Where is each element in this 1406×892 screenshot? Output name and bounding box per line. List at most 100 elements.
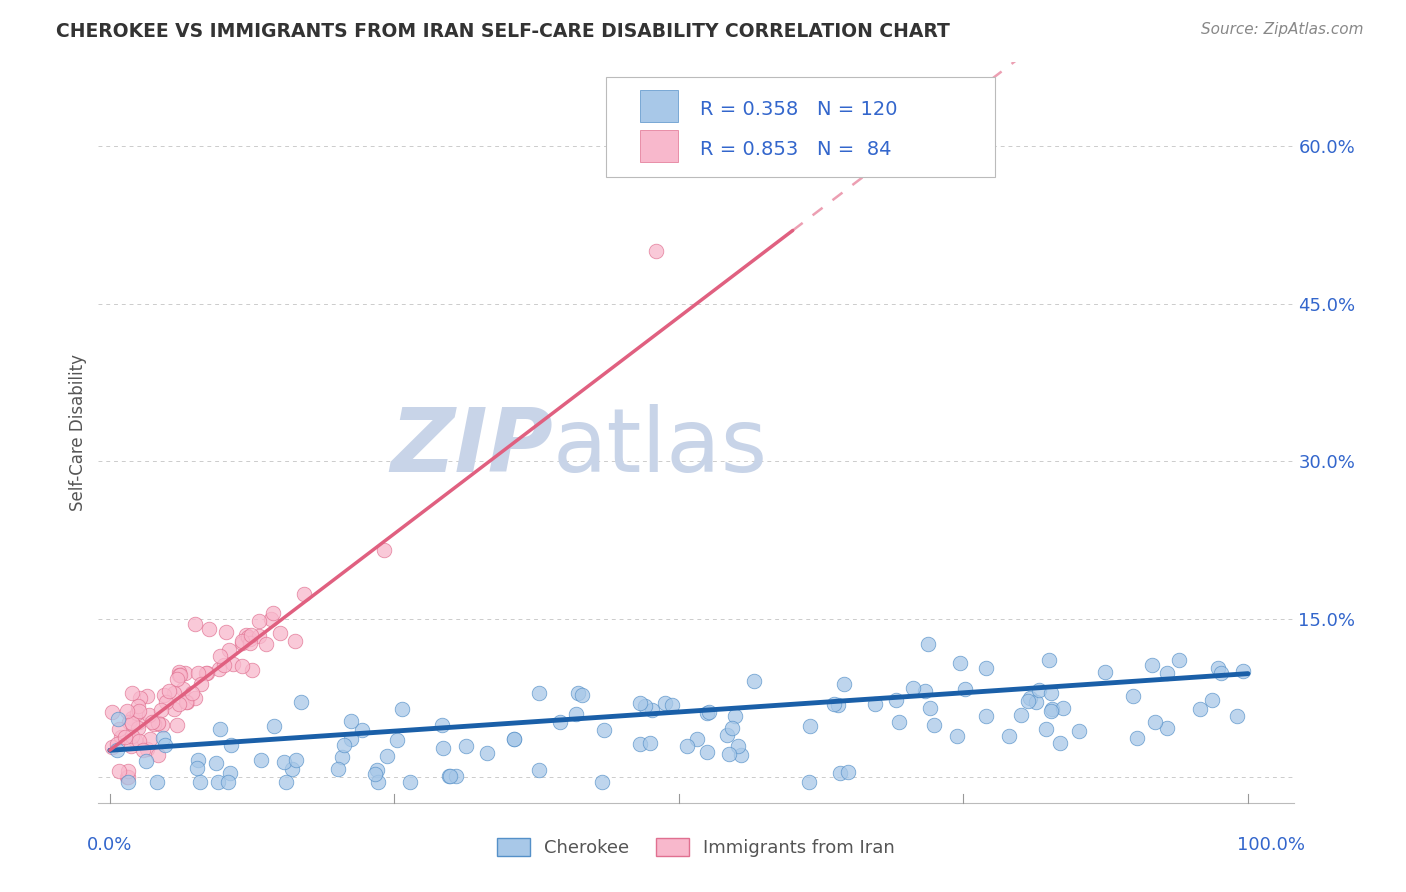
Point — [124, 733, 146, 747]
Point — [155, 695, 177, 709]
Point — [1144, 715, 1167, 730]
Point — [166, 718, 188, 732]
Point — [117, 764, 139, 778]
Text: ZIP: ZIP — [389, 404, 553, 491]
Text: 100.0%: 100.0% — [1237, 836, 1306, 855]
Point — [350, 723, 373, 738]
Point — [1167, 653, 1189, 667]
Point — [176, 695, 198, 709]
Point — [328, 762, 350, 776]
Point — [565, 707, 588, 722]
Point — [797, 774, 820, 789]
FancyBboxPatch shape — [606, 78, 995, 178]
Point — [263, 719, 285, 733]
Point — [155, 739, 177, 753]
Point — [131, 743, 153, 757]
Point — [454, 739, 477, 753]
Point — [167, 698, 190, 712]
Point — [366, 764, 388, 778]
Point — [502, 731, 524, 746]
Point — [190, 676, 212, 690]
Point — [188, 774, 211, 789]
Point — [128, 734, 150, 748]
Point — [676, 739, 699, 753]
Point — [1189, 702, 1212, 716]
FancyBboxPatch shape — [640, 90, 678, 121]
Point — [1040, 686, 1063, 700]
Point — [127, 699, 149, 714]
Point — [974, 661, 997, 675]
Point — [724, 708, 747, 723]
Legend: Cherokee, Immigrants from Iran: Cherokee, Immigrants from Iran — [489, 830, 903, 864]
Point — [548, 715, 571, 730]
Point — [1040, 702, 1063, 716]
Point — [146, 716, 169, 731]
Point — [118, 714, 141, 729]
Point — [399, 774, 422, 789]
Point — [628, 696, 651, 710]
Point — [645, 244, 668, 259]
Point — [207, 774, 229, 789]
Point — [260, 612, 283, 626]
Point — [169, 668, 191, 682]
Point — [100, 739, 122, 754]
Point — [195, 665, 218, 680]
Point — [1140, 657, 1163, 672]
Point — [1211, 666, 1233, 681]
Point — [105, 743, 128, 757]
Point — [114, 730, 136, 744]
Point — [1018, 690, 1040, 705]
Point — [1125, 731, 1147, 746]
Point — [174, 666, 197, 681]
Point — [1156, 721, 1178, 735]
Point — [180, 686, 202, 700]
Point — [1010, 707, 1032, 722]
Point — [529, 686, 551, 700]
Text: R = 0.358   N = 120: R = 0.358 N = 120 — [700, 100, 897, 119]
Point — [148, 715, 170, 730]
Point — [117, 704, 139, 718]
Point — [917, 637, 939, 651]
Point — [269, 625, 291, 640]
Point — [218, 643, 240, 657]
Point — [886, 692, 908, 706]
Point — [661, 698, 683, 712]
Point — [634, 699, 657, 714]
Point — [117, 770, 139, 784]
Point — [284, 634, 307, 648]
Point — [641, 703, 664, 717]
Point — [209, 722, 232, 736]
Point — [686, 731, 709, 746]
Point — [135, 754, 157, 768]
Point — [437, 769, 460, 783]
Point — [889, 714, 911, 729]
Point — [1049, 736, 1071, 750]
Point — [1232, 664, 1254, 678]
Point — [1122, 689, 1144, 703]
Point — [837, 764, 859, 779]
Point — [117, 774, 139, 789]
Point — [274, 774, 297, 789]
Point — [222, 657, 245, 672]
Point — [212, 657, 235, 672]
Point — [823, 698, 845, 712]
Point — [375, 748, 398, 763]
Text: Source: ZipAtlas.com: Source: ZipAtlas.com — [1201, 22, 1364, 37]
Point — [340, 714, 363, 728]
Point — [832, 677, 855, 691]
Point — [215, 624, 238, 639]
Point — [339, 732, 361, 747]
Point — [184, 690, 207, 705]
Point — [949, 656, 972, 670]
Point — [367, 774, 389, 789]
Point — [209, 648, 232, 663]
Point — [231, 658, 253, 673]
Point — [292, 587, 315, 601]
Point — [107, 712, 129, 726]
Point — [330, 750, 353, 764]
Point — [444, 768, 467, 782]
Point — [591, 774, 613, 789]
Point — [219, 739, 242, 753]
Point — [235, 628, 257, 642]
Point — [136, 741, 159, 756]
